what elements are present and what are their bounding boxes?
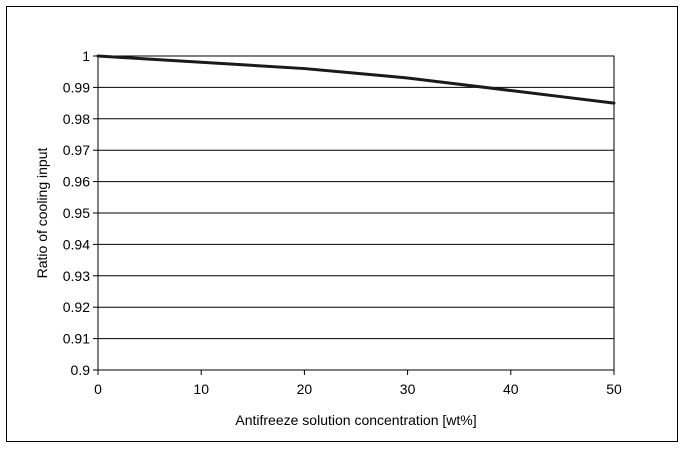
tick-marks (93, 55, 615, 375)
x-tick-label: 20 (297, 381, 313, 397)
series-layer (96, 54, 616, 105)
x-tick-label: 50 (606, 381, 622, 397)
grid-lines (98, 86, 614, 340)
x-tick-label: 40 (503, 381, 519, 397)
x-tick-label: 30 (400, 381, 416, 397)
y-tick-label: 0.95 (63, 205, 90, 221)
y-tick-label: 0.96 (63, 174, 90, 190)
y-tick-label: 0.98 (63, 111, 90, 127)
y-tick-label: 0.92 (63, 299, 90, 315)
y-tick-label: 0.9 (71, 362, 91, 378)
x-axis-title: Antifreeze solution concentration [wt%] (235, 412, 476, 428)
y-tick-label: 0.93 (63, 268, 90, 284)
y-axis-title: Ratio of cooling input (34, 148, 50, 279)
y-tick-label: 0.91 (63, 331, 90, 347)
x-tick-labels: 0 10 20 30 40 50 (94, 381, 622, 397)
x-tick-label: 10 (193, 381, 209, 397)
y-tick-label: 0.94 (63, 236, 90, 252)
y-tick-label: 1 (82, 48, 90, 64)
x-tick-label: 0 (94, 381, 102, 397)
series-line-0 (96, 54, 616, 105)
y-tick-labels: 1 0.99 0.98 0.97 0.96 0.95 0.94 0.93 0.92 0.91 0.9 (63, 48, 90, 378)
y-tick-label: 0.99 (63, 79, 90, 95)
y-tick-label: 0.97 (63, 142, 90, 158)
figure-frame (6, 6, 678, 442)
